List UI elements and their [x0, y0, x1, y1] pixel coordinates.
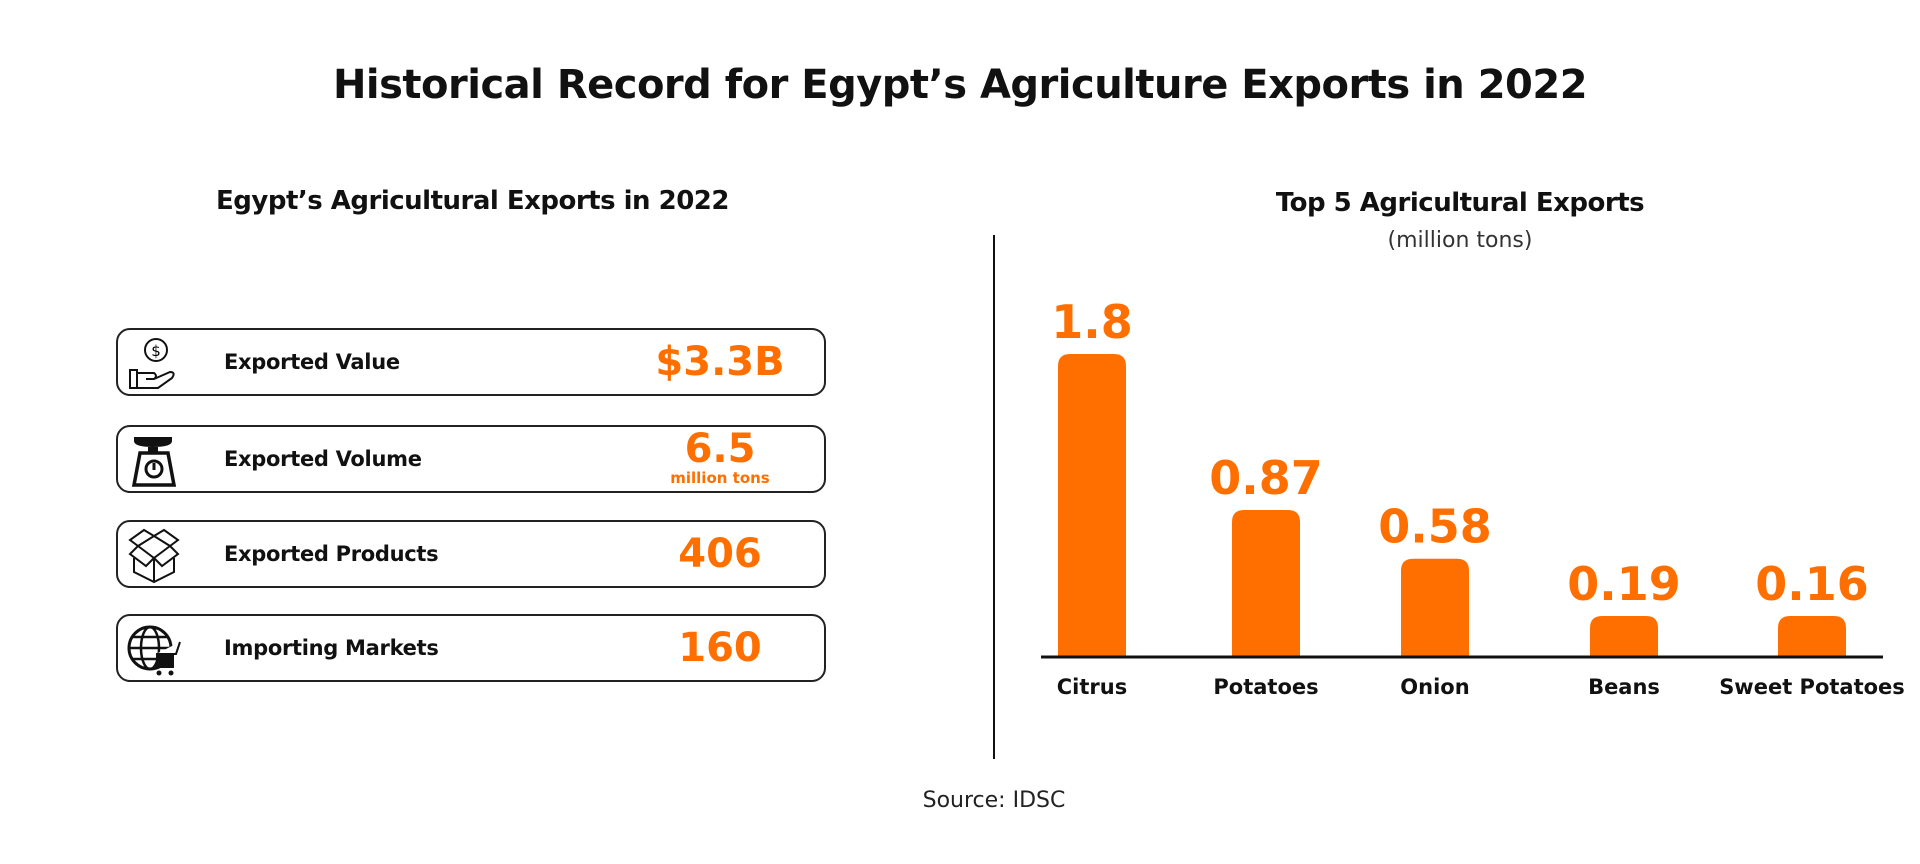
divider	[993, 235, 995, 759]
chart-title: Top 5 Agricultural Exports	[1275, 188, 1645, 218]
stat-exported-value: $ Exported Value $3.3B	[116, 328, 826, 396]
category-label: Beans	[1588, 675, 1660, 699]
source-note: Source: IDSC	[922, 788, 1066, 813]
stat-value: 160	[678, 625, 762, 671]
page-title: Historical Record for Egypt’s Agricultur…	[332, 62, 1588, 108]
stat-value: 406	[678, 531, 762, 577]
data-label: 0.16	[1755, 557, 1869, 611]
bar-citrus	[1058, 354, 1126, 656]
stat-label: Exported Volume	[224, 447, 422, 471]
bar-potatoes	[1232, 510, 1300, 656]
data-label: 0.58	[1378, 500, 1492, 554]
stat-value: 6.5	[684, 426, 756, 472]
scale-icon	[131, 437, 177, 487]
chart-subtitle: (million tons)	[1387, 228, 1533, 253]
category-label: Onion	[1400, 675, 1469, 699]
category-label: Sweet Potatoes	[1719, 675, 1905, 699]
hand-dollar-icon: $	[129, 338, 175, 389]
svg-text:$: $	[151, 342, 161, 360]
left-panel-title: Egypt’s Agricultural Exports in 2022	[216, 186, 729, 216]
stat-exported-products: Exported Products 406	[116, 520, 826, 588]
box-icon	[128, 528, 180, 584]
bar-beans	[1590, 616, 1658, 656]
stat-value: $3.3B	[655, 339, 785, 385]
data-label: 1.8	[1051, 295, 1133, 349]
stat-exported-volume: Exported Volume 6.5 million tons	[116, 425, 826, 493]
data-label: 0.87	[1209, 451, 1323, 505]
stat-label: Exported Products	[224, 542, 439, 566]
stat-importing-markets: Importing Markets 160	[116, 614, 826, 682]
bar-onion	[1401, 558, 1469, 656]
stat-label: Importing Markets	[224, 636, 439, 660]
category-label: Potatoes	[1213, 675, 1318, 699]
stat-unit: million tons	[670, 469, 770, 487]
category-label: Citrus	[1057, 675, 1127, 699]
globe-cart-icon	[127, 625, 181, 676]
bar-sweet-potatoes	[1778, 616, 1846, 656]
stat-label: Exported Value	[224, 350, 400, 374]
data-label: 0.19	[1567, 557, 1681, 611]
